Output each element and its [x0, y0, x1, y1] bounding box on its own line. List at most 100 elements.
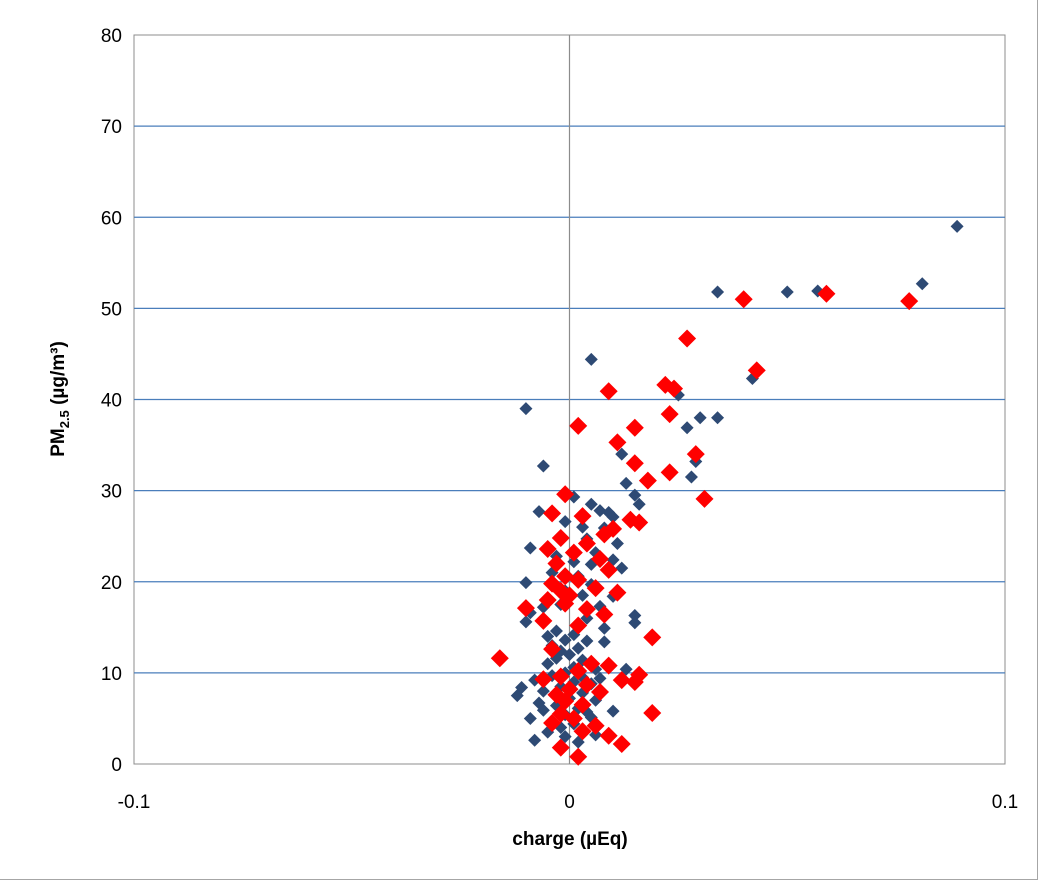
data-point-series-2: [734, 290, 753, 309]
data-point-series-2: [547, 554, 566, 573]
data-point-series-2: [577, 675, 596, 694]
data-point-series-2: [638, 471, 657, 490]
data-point-series-1: [589, 728, 603, 742]
data-points: [490, 219, 964, 766]
y-tick-label: 20: [101, 573, 122, 594]
data-point-series-2: [569, 747, 588, 766]
data-point-series-2: [573, 507, 592, 526]
data-point-series-2: [551, 738, 570, 757]
data-point-series-1: [593, 504, 607, 518]
data-point-series-1: [523, 711, 537, 725]
x-tick-label: 0.1: [992, 792, 1018, 813]
data-point-series-2: [564, 543, 583, 562]
y-tick-label: 40: [101, 391, 122, 412]
data-point-series-1: [606, 510, 620, 524]
data-point-series-1: [584, 352, 598, 366]
data-point-series-1: [510, 689, 524, 703]
data-point-series-1: [684, 470, 698, 484]
data-point-series-1: [541, 657, 555, 671]
data-point-series-1: [628, 616, 642, 630]
y-tick-labels: 0 10 20 30 40 50 60 70 80: [101, 26, 122, 776]
data-point-series-1: [558, 633, 572, 647]
data-point-series-2: [599, 726, 618, 745]
x-axis-title: charge (µEq): [512, 829, 627, 850]
data-point-series-2: [556, 567, 575, 586]
y-tick-label: 70: [101, 117, 122, 138]
data-point-series-2: [569, 416, 588, 435]
data-point-series-1: [580, 611, 594, 625]
data-point-series-2: [625, 418, 644, 437]
data-point-series-1: [606, 704, 620, 718]
data-point-series-2: [543, 713, 562, 732]
data-point-series-1: [584, 497, 598, 511]
data-point-series-1: [519, 576, 533, 590]
data-point-series-1: [597, 621, 611, 635]
data-point-series-1: [619, 476, 633, 490]
data-point-series-2: [564, 709, 583, 728]
data-point-series-1: [615, 447, 629, 461]
data-point-series-2: [551, 667, 570, 686]
data-point-series-1: [541, 629, 555, 643]
data-point-series-2: [586, 716, 605, 735]
data-point-series-2: [608, 583, 627, 602]
data-point-series-2: [538, 590, 557, 609]
y-tick-label: 50: [101, 299, 122, 320]
data-point-series-1: [915, 277, 929, 291]
data-point-series-1: [780, 285, 794, 299]
y-tick-label: 80: [101, 26, 122, 47]
y-axis-title-subscript: 2.5: [57, 410, 72, 428]
data-point-series-1: [523, 541, 537, 555]
data-point-series-2: [586, 579, 605, 598]
data-point-series-2: [630, 513, 649, 532]
y-tick-label: 0: [111, 755, 122, 776]
data-point-series-1: [680, 421, 694, 435]
data-point-series-1: [536, 459, 550, 473]
data-point-series-2: [490, 649, 509, 668]
y-tick-label: 30: [101, 482, 122, 503]
data-point-series-1: [711, 411, 725, 425]
y-axis-title-units: (µg/m³): [48, 341, 69, 410]
data-point-series-2: [573, 695, 592, 714]
data-point-series-1: [549, 624, 563, 638]
data-point-series-2: [556, 594, 575, 613]
x-tick-label: -0.1: [118, 792, 151, 813]
y-axis-title: PM2.5 (µg/m³): [48, 341, 72, 457]
data-point-series-2: [534, 670, 553, 689]
data-point-series-2: [686, 445, 705, 464]
data-point-series-1: [576, 588, 590, 602]
data-point-series-2: [556, 485, 575, 504]
data-point-series-1: [558, 515, 572, 529]
data-point-series-2: [747, 361, 766, 380]
data-point-series-2: [577, 534, 596, 553]
data-point-series-2: [516, 599, 535, 618]
data-point-series-2: [551, 529, 570, 548]
data-point-series-2: [660, 463, 679, 482]
data-point-series-2: [665, 379, 684, 398]
data-point-series-2: [573, 722, 592, 741]
data-point-series-2: [695, 489, 714, 508]
data-point-series-2: [590, 683, 609, 702]
data-point-series-1: [571, 641, 585, 655]
data-point-series-1: [693, 411, 707, 425]
data-point-series-2: [538, 539, 557, 558]
data-point-series-2: [590, 549, 609, 568]
data-point-series-1: [615, 561, 629, 575]
data-point-series-1: [576, 520, 590, 534]
data-point-series-1: [536, 684, 550, 698]
data-point-series-2: [900, 292, 919, 311]
data-point-series-2: [569, 662, 588, 681]
data-point-series-2: [599, 560, 618, 579]
data-point-series-2: [569, 570, 588, 589]
data-point-series-2: [595, 605, 614, 624]
data-point-series-1: [593, 671, 607, 685]
data-point-series-2: [569, 616, 588, 635]
data-point-series-1: [628, 608, 642, 622]
data-point-series-1: [632, 497, 646, 511]
data-point-series-2: [599, 656, 618, 675]
x-tick-label: 0: [564, 792, 575, 813]
y-axis-title-main: PM: [48, 428, 69, 457]
data-point-series-1: [580, 634, 594, 648]
data-point-series-1: [711, 285, 725, 299]
data-point-series-1: [563, 648, 576, 662]
